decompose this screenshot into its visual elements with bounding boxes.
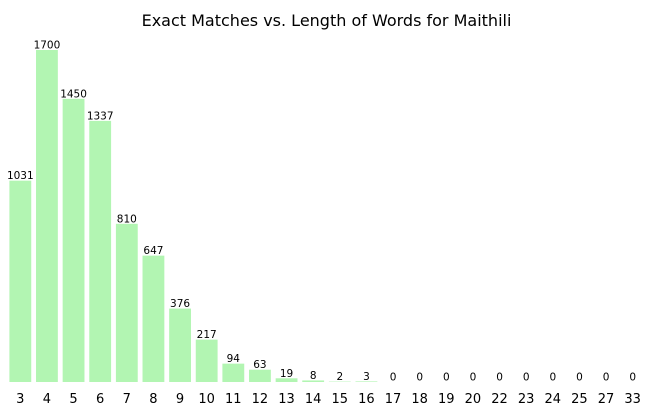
x-tick-label-19: 19 <box>438 392 455 407</box>
x-tick-label-22: 22 <box>491 392 508 407</box>
data-label-12: 63 <box>253 359 266 371</box>
bar-6 <box>89 120 112 382</box>
data-label-10: 217 <box>197 329 217 341</box>
data-label-24: 0 <box>549 372 556 384</box>
bar-14 <box>302 380 325 382</box>
bars-group <box>9 50 378 382</box>
data-label-23: 0 <box>523 372 530 384</box>
x-tick-label-27: 27 <box>598 392 615 407</box>
x-tick-label-13: 13 <box>278 392 295 407</box>
x-tick-label-9: 9 <box>176 392 184 407</box>
data-label-27: 0 <box>603 372 610 384</box>
x-tick-label-11: 11 <box>225 392 242 407</box>
bar-10 <box>195 339 218 382</box>
bar-16 <box>355 381 378 382</box>
bar-9 <box>169 308 191 382</box>
bar-4 <box>36 50 58 382</box>
data-label-11: 94 <box>227 353 241 365</box>
data-label-18: 0 <box>416 372 423 384</box>
x-tick-label-3: 3 <box>16 392 24 407</box>
x-tick-label-18: 18 <box>411 392 428 407</box>
data-label-20: 0 <box>470 372 477 384</box>
data-label-15: 2 <box>336 371 343 383</box>
data-label-19: 0 <box>443 372 450 384</box>
x-tick-label-16: 16 <box>358 392 375 407</box>
x-tick-label-23: 23 <box>518 392 535 407</box>
data-label-9: 376 <box>170 298 190 310</box>
data-label-5: 1450 <box>60 88 87 100</box>
x-tick-label-5: 5 <box>69 392 77 407</box>
bar-5 <box>62 98 85 382</box>
data-label-14: 8 <box>310 370 317 382</box>
x-tick-label-25: 25 <box>571 392 588 407</box>
data-label-6: 1337 <box>87 110 114 122</box>
x-tick-label-24: 24 <box>545 392 562 407</box>
bar-7 <box>115 223 138 382</box>
x-tick-label-6: 6 <box>96 392 104 407</box>
bar-8 <box>142 255 165 382</box>
x-tick-label-12: 12 <box>252 392 269 407</box>
x-tick-label-33: 33 <box>624 392 641 407</box>
x-tick-label-10: 10 <box>198 392 215 407</box>
data-label-8: 647 <box>143 245 163 257</box>
x-tick-label-8: 8 <box>149 392 157 407</box>
data-label-7: 810 <box>117 213 137 225</box>
x-tick-label-4: 4 <box>43 392 51 407</box>
x-tick-label-14: 14 <box>305 392 322 407</box>
data-label-16: 3 <box>363 371 370 383</box>
data-label-13: 19 <box>280 368 293 380</box>
data-label-3: 1031 <box>7 170 34 182</box>
x-tick-label-20: 20 <box>465 392 482 407</box>
data-label-22: 0 <box>496 372 503 384</box>
bar-11 <box>222 363 245 382</box>
bar-3 <box>9 180 32 382</box>
x-tick-label-7: 7 <box>123 392 131 407</box>
data-label-17: 0 <box>390 372 397 384</box>
data-label-25: 0 <box>576 372 583 384</box>
bar-12 <box>249 369 271 382</box>
x-tick-labels-group: 3 4 5 6 7 8 9 10 11 12 13 14 15 16 17 18 19 20 22 23 24 25 27 3… <box>16 392 641 407</box>
chart-title: Exact Matches vs. Length of Words for Ma… <box>142 11 512 30</box>
data-label-33: 0 <box>629 372 636 384</box>
bar-13 <box>275 378 298 382</box>
x-tick-label-17: 17 <box>385 392 402 407</box>
data-label-4: 1700 <box>34 40 61 52</box>
x-tick-label-15: 15 <box>332 392 349 407</box>
